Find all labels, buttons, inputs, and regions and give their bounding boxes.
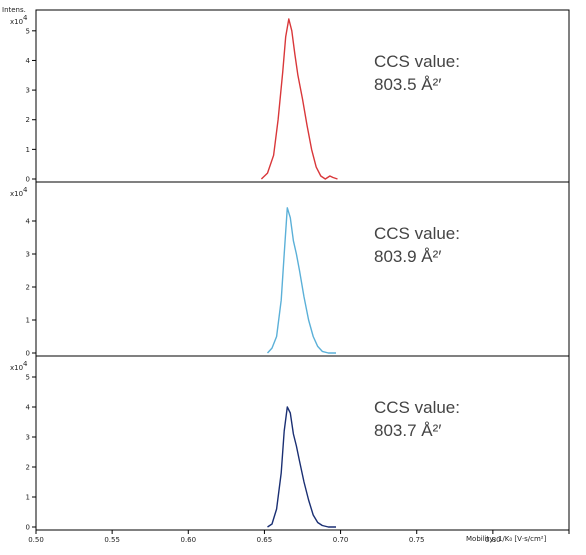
y-tick-label: 4: [26, 57, 31, 65]
y-tick-label: 5: [26, 27, 30, 35]
panel-frame: [35, 355, 570, 531]
y-tick-label: 0: [26, 176, 30, 184]
y-scale-label: x10: [10, 190, 23, 198]
y-tick-label: 5: [26, 374, 30, 382]
y-tick-label: 0: [26, 524, 30, 532]
x-tick-label: 0.60: [180, 536, 196, 544]
x-tick-label: 0.50: [28, 536, 44, 544]
series-trace-3: [267, 406, 336, 528]
x-tick-label: 0.70: [333, 536, 349, 544]
y-tick-label: 3: [26, 87, 30, 95]
x-tick-label: 0.65: [257, 536, 273, 544]
y-tick-label: 1: [26, 494, 30, 502]
x-axis: 0.50 0.55 0.60 0.65 0.70 0.75 0.80: [28, 530, 570, 544]
x-axis-title: Mobility, 1/K₀ [V·s/cm²]: [466, 535, 547, 543]
y-tick-label: 4: [26, 218, 31, 226]
y-scale-exponent: 4: [23, 186, 28, 194]
y-tick-label: 2: [26, 464, 30, 472]
y-scale-exponent: 4: [23, 360, 28, 368]
y-scale-label: x10: [10, 364, 23, 372]
ccs-annotation-label: CCS value:: [374, 224, 460, 243]
ccs-annotation-label: CCS value:: [374, 52, 460, 71]
series-trace-1: [260, 18, 338, 180]
y-tick-label: 3: [26, 251, 30, 259]
ccs-annotation-value: 803.9 Å²′: [374, 247, 441, 266]
y-scale-label: x10: [10, 18, 23, 26]
ccs-annotation-label: CCS value:: [374, 398, 460, 417]
x-tick-label: 0.75: [409, 536, 425, 544]
y-tick-label: 4: [26, 404, 31, 412]
y-tick-label: 0: [26, 350, 30, 358]
y-tick-label: 1: [26, 146, 30, 154]
ccs-annotation-value: 803.7 Å²′: [374, 421, 441, 440]
y-tick-label: 2: [26, 284, 30, 292]
y-tick-label: 3: [26, 434, 30, 442]
ccs-annotation-value: 803.5 Å²′: [374, 75, 441, 94]
y-tick-label: 2: [26, 116, 30, 124]
y-tick-label: 1: [26, 317, 30, 325]
x-tick-label: 0.55: [104, 536, 120, 544]
series-trace-2: [266, 207, 336, 354]
x-tick-label: 0.80: [485, 536, 501, 544]
y-scale-exponent: 4: [23, 14, 28, 22]
y-axis-title: Intens.: [2, 6, 26, 14]
panel-frame: [35, 181, 570, 357]
